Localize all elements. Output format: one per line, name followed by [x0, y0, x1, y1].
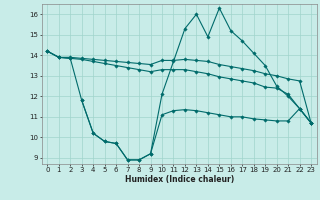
X-axis label: Humidex (Indice chaleur): Humidex (Indice chaleur): [124, 175, 234, 184]
